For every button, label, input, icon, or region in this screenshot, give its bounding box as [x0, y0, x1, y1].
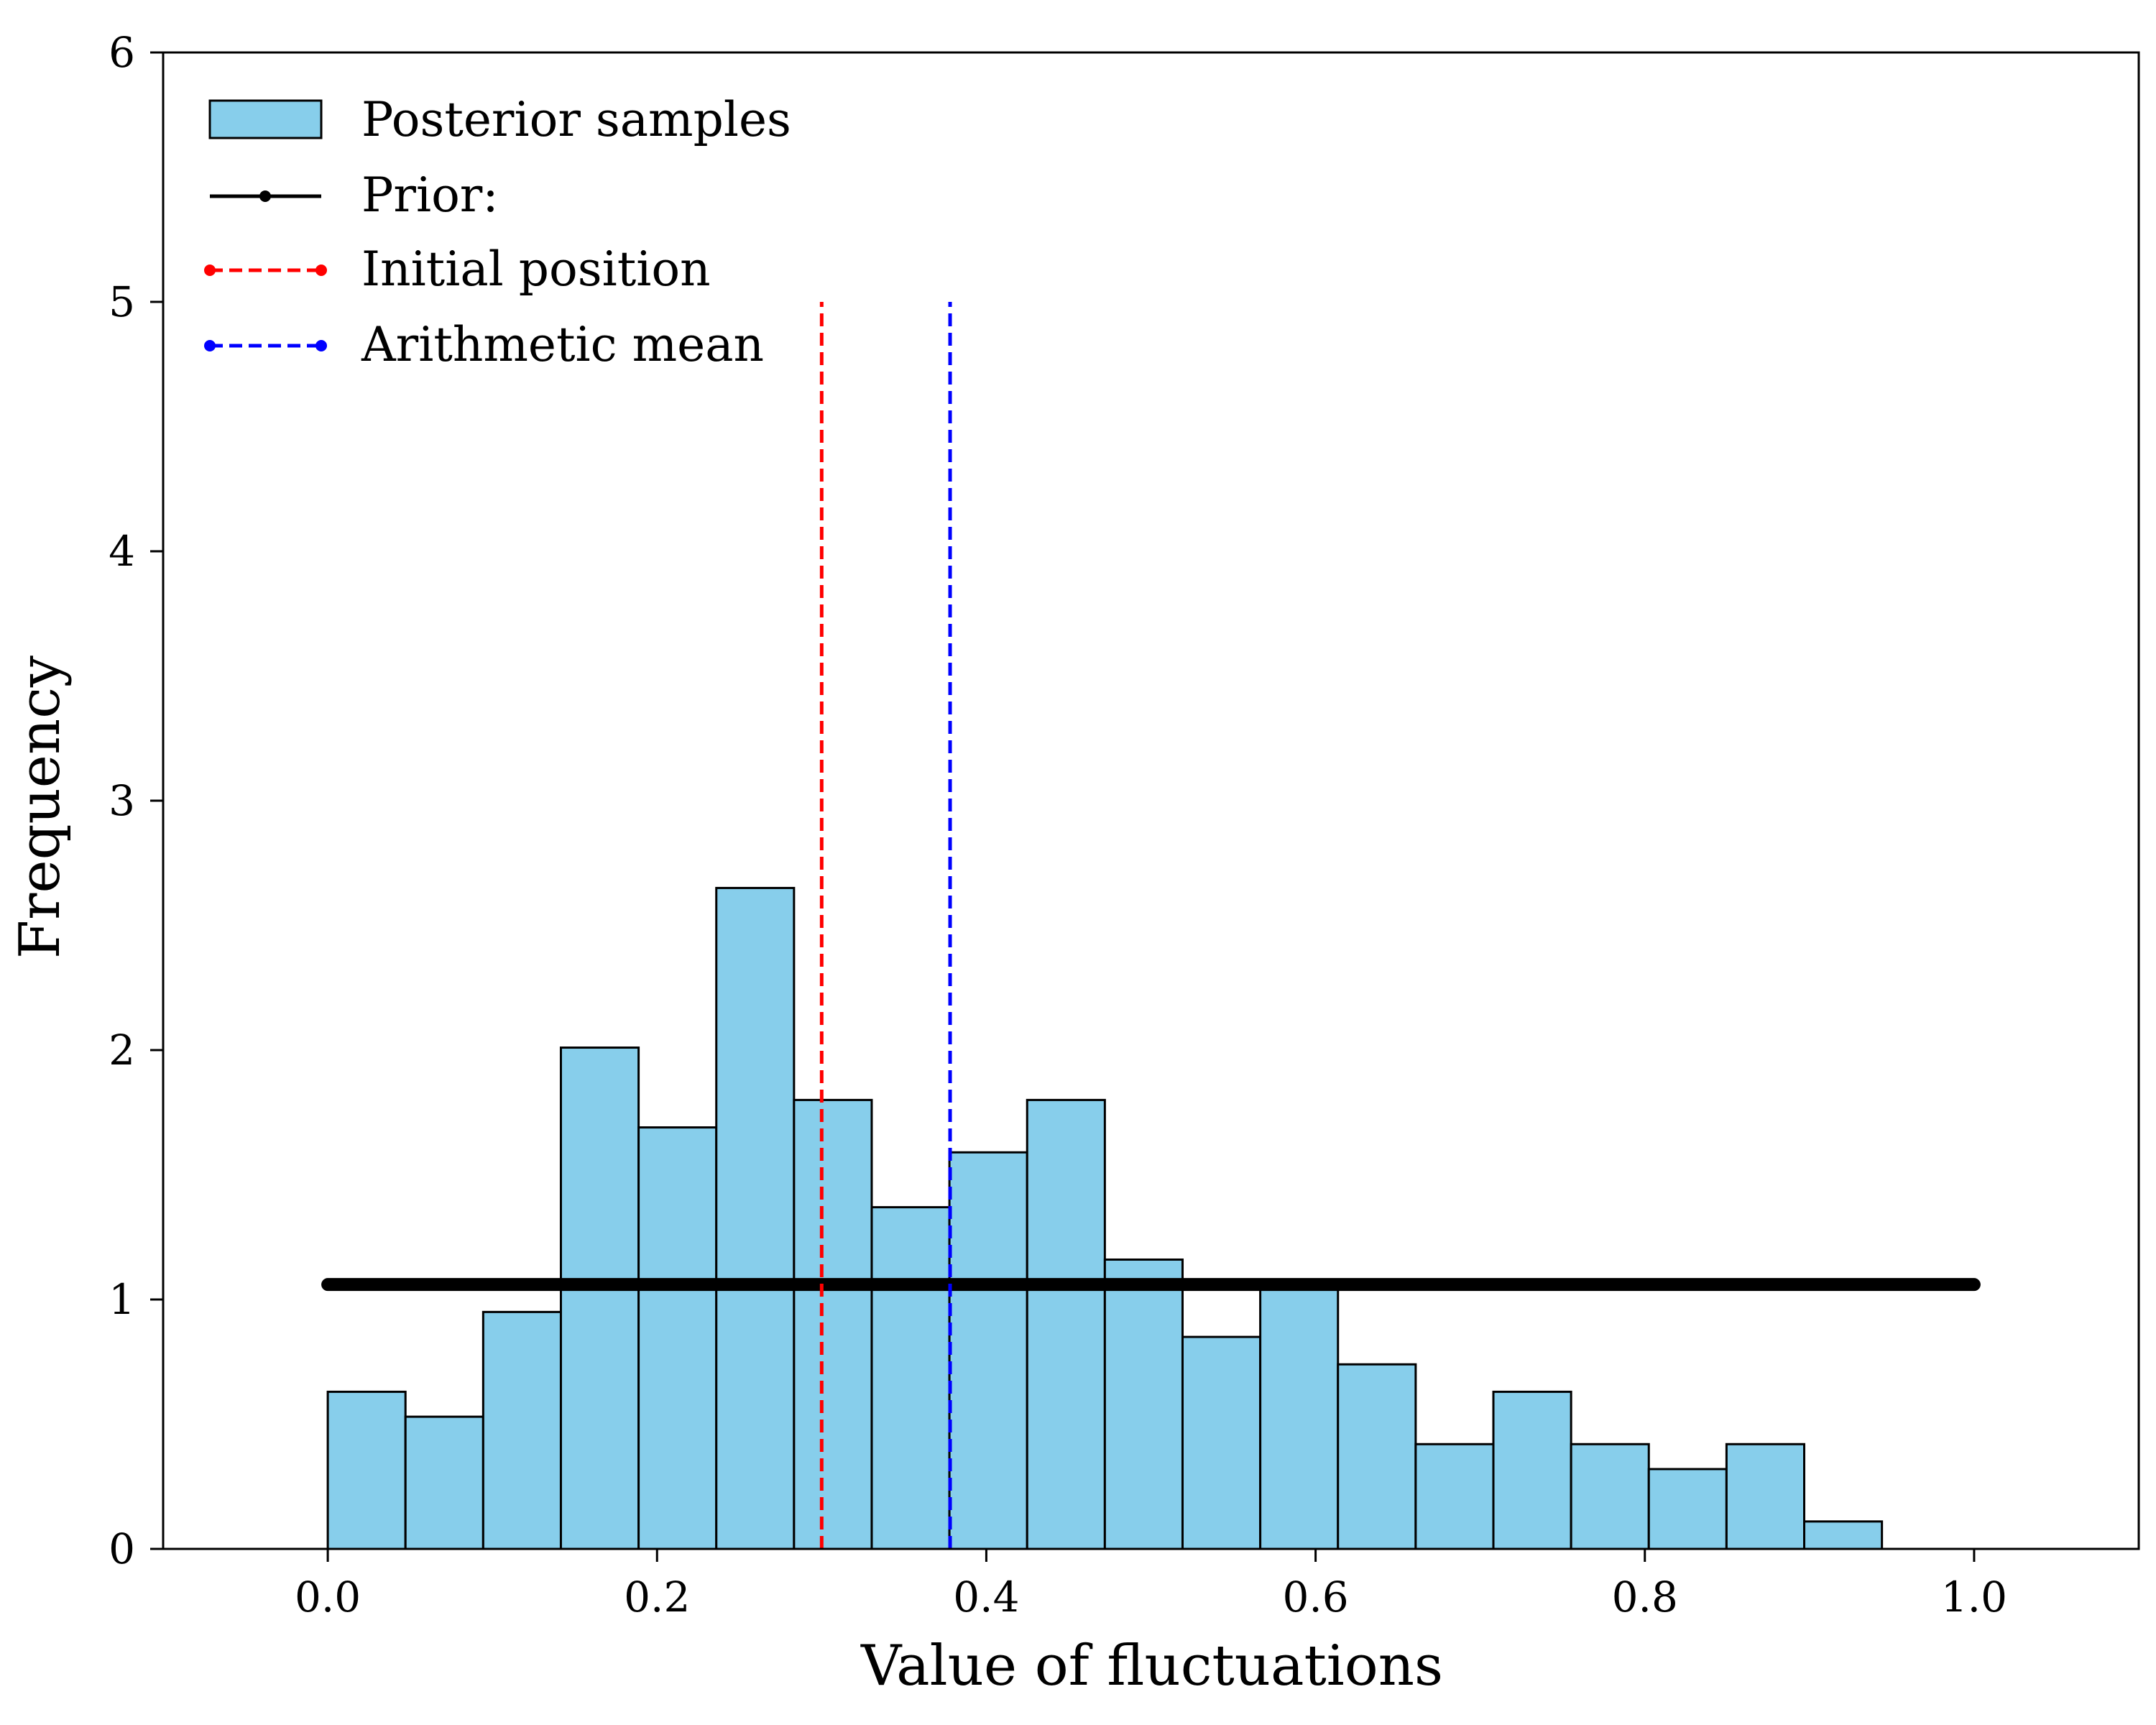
legend-prior-marker [259, 190, 271, 202]
histogram-bar [1337, 1363, 1417, 1550]
legend: Posterior samples Prior: Initial position A… [204, 92, 791, 372]
y-tick-label: 3 [109, 776, 135, 825]
legend-label: Arithmetic mean [361, 317, 764, 372]
axis-labels: Value of fluctuations Frequency [8, 656, 1443, 1698]
histogram-bar [1026, 1098, 1106, 1550]
y-tick-label: 6 [109, 28, 135, 77]
histogram-bar [1570, 1443, 1650, 1550]
histogram-bar [404, 1415, 484, 1550]
histogram-bar [1647, 1468, 1728, 1550]
y-tick-label: 2 [109, 1026, 135, 1075]
histogram-bar [559, 1046, 640, 1550]
axis-ticks: 0.0 0.2 0.4 0.6 0.8 1.0 0 1 2 3 4 5 6 [109, 28, 2007, 1622]
histogram-bar [1725, 1443, 1806, 1550]
histogram-bar [1492, 1390, 1572, 1550]
y-tick-label: 4 [109, 527, 135, 576]
y-tick-label: 5 [109, 277, 135, 326]
legend-mean-marker-left [204, 340, 216, 351]
histogram-bar [715, 886, 796, 1550]
chart-lines [321, 302, 1981, 1549]
x-tick-label: 1.0 [1941, 1573, 2007, 1622]
legend-initial-marker-left [204, 264, 216, 276]
histogram-bar [637, 1126, 718, 1550]
histogram-bar [1181, 1335, 1262, 1550]
histogram-bar [948, 1151, 1028, 1550]
legend-posterior-swatch [208, 99, 323, 139]
histogram-bar [1103, 1258, 1184, 1550]
y-tick-label: 0 [109, 1524, 135, 1573]
histogram-bar [482, 1310, 562, 1550]
y-axis-label: Frequency [8, 656, 73, 959]
legend-label: Prior: [361, 167, 499, 223]
histogram-bar [326, 1390, 407, 1550]
histogram-bar [870, 1206, 951, 1550]
x-tick-label: 0.6 [1282, 1573, 1348, 1622]
histogram-bar [1414, 1443, 1495, 1550]
legend-initial-marker-right [315, 264, 327, 276]
x-axis-label: Value of fluctuations [860, 1634, 1443, 1698]
histogram-bar [793, 1098, 873, 1550]
legend-label: Initial position [361, 242, 711, 297]
legend-label: Posterior samples [361, 92, 791, 147]
y-tick-label: 1 [109, 1275, 135, 1324]
legend-mean-marker-right [315, 340, 327, 351]
histogram-bar [1259, 1283, 1340, 1550]
histogram-bars [326, 886, 1884, 1550]
x-tick-label: 0.8 [1612, 1573, 1678, 1622]
histogram-bar [1803, 1520, 1884, 1550]
x-tick-label: 0.0 [295, 1573, 361, 1622]
x-tick-label: 0.4 [953, 1573, 1019, 1622]
x-tick-label: 0.2 [624, 1573, 690, 1622]
